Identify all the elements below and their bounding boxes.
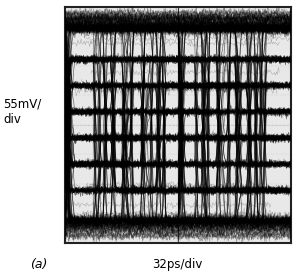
Text: (a): (a) <box>30 258 48 271</box>
Text: 55mV/
div: 55mV/ div <box>3 98 41 126</box>
Text: 32ps/div: 32ps/div <box>152 258 202 271</box>
